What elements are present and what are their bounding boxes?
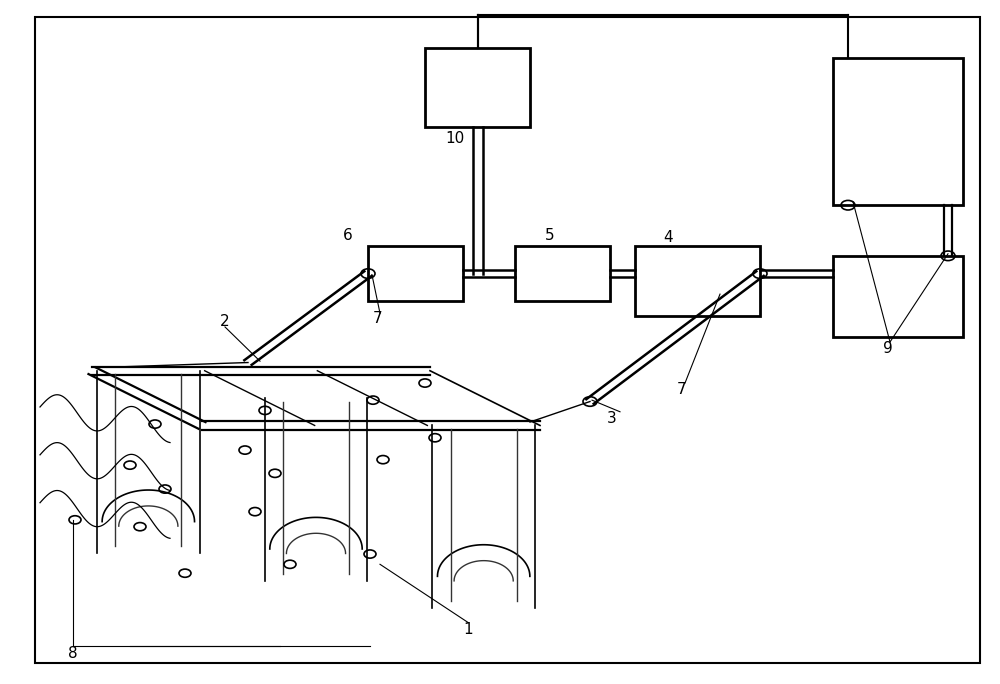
Bar bbox=[635, 246, 760, 316]
Text: 7: 7 bbox=[373, 311, 383, 326]
Text: 2: 2 bbox=[220, 314, 230, 329]
Text: 8: 8 bbox=[68, 646, 78, 661]
Text: 6: 6 bbox=[343, 228, 353, 244]
Text: 5: 5 bbox=[545, 228, 555, 244]
Bar bbox=[515, 246, 610, 301]
Bar bbox=[425, 48, 530, 127]
Bar bbox=[368, 246, 463, 301]
Text: 3: 3 bbox=[607, 411, 617, 426]
Text: 1: 1 bbox=[463, 622, 473, 637]
Text: 10: 10 bbox=[445, 131, 465, 146]
Text: 4: 4 bbox=[663, 230, 673, 245]
Text: 9: 9 bbox=[883, 341, 893, 356]
Bar bbox=[833, 58, 963, 205]
Bar bbox=[833, 256, 963, 337]
Text: 7: 7 bbox=[677, 382, 687, 397]
